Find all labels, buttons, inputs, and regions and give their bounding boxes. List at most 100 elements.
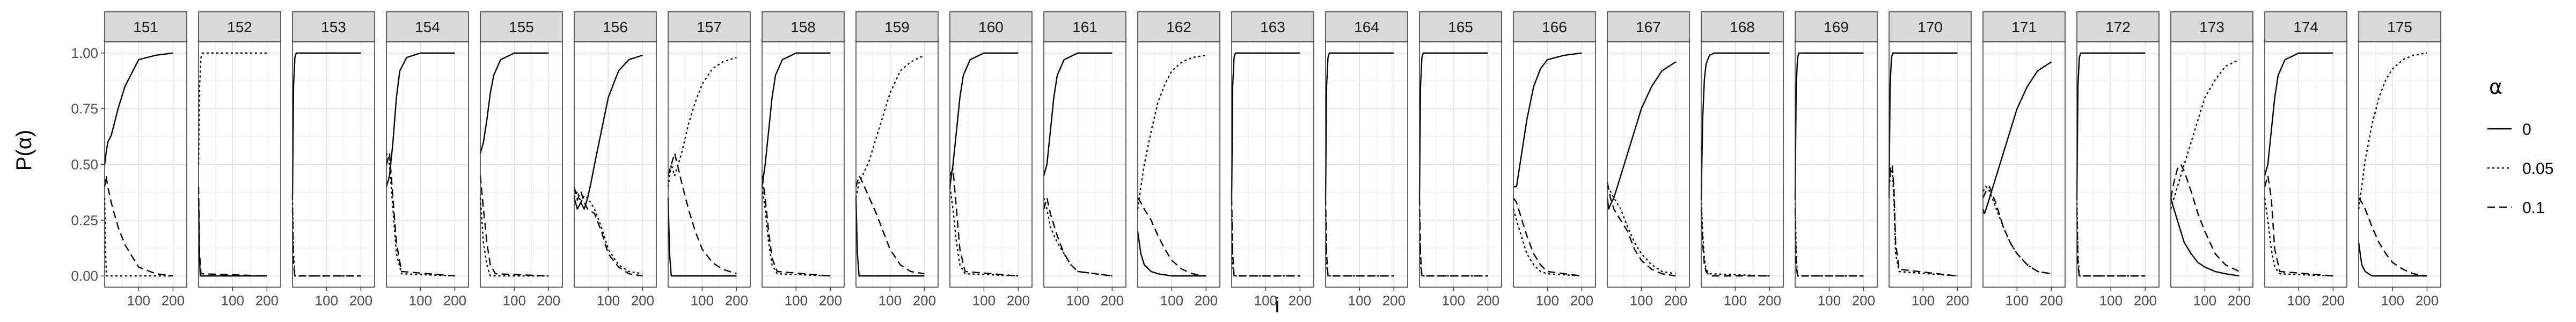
series-line-alpha-0.1 — [667, 152, 737, 275]
panel-border — [386, 41, 469, 288]
panel-border — [2358, 41, 2441, 288]
facet-strip-label: 160 — [978, 19, 1004, 35]
facet-strip-label: 175 — [2387, 19, 2412, 35]
y-tick-label: 0.50 — [71, 157, 98, 173]
facet-strip-label: 152 — [227, 19, 252, 35]
facet-strip-label: 174 — [2293, 19, 2318, 35]
panel-border — [1607, 41, 1690, 288]
series-line-alpha-0.05 — [385, 153, 455, 277]
facet-strip — [386, 11, 469, 42]
facet-strip-label: 162 — [1166, 19, 1191, 35]
x-tick-label: 100 — [315, 292, 338, 309]
series-line-alpha-0 — [385, 52, 455, 187]
facet-strip-label: 157 — [697, 19, 722, 35]
series-line-alpha-0.1 — [1700, 209, 1770, 277]
facet-strip — [2264, 11, 2347, 42]
facet-panel-163: 163 100 200 — [1231, 11, 1314, 309]
legend-label: 0.05 — [2522, 160, 2553, 178]
legend: α 0 0.05 0.1 — [2487, 75, 2553, 217]
series-line-alpha-0 — [291, 52, 361, 198]
x-tick-label: 200 — [1758, 292, 1781, 309]
legend-label: 0.1 — [2522, 199, 2545, 217]
x-tick-label: 100 — [409, 292, 432, 309]
x-tick-label: 200 — [2416, 292, 2439, 309]
facet-strip-label: 166 — [1542, 19, 1567, 35]
facet-strip — [2076, 11, 2160, 42]
x-tick-label: 100 — [1630, 292, 1653, 309]
facet-strip — [2170, 11, 2253, 42]
x-tick-label: 200 — [2228, 292, 2251, 309]
facet-strip — [1325, 11, 1408, 42]
x-tick-label: 200 — [819, 292, 842, 309]
facet-strip-label: 158 — [791, 19, 816, 35]
facet-panel-174: 174 100 200 — [2264, 11, 2347, 309]
series-line-alpha-0 — [1231, 52, 1300, 198]
panel-border — [949, 41, 1033, 288]
x-tick-label: 200 — [1101, 292, 1124, 309]
facet-strip — [1513, 11, 1596, 42]
x-tick-label: 200 — [631, 292, 654, 309]
x-tick-label: 100 — [1818, 292, 1841, 309]
x-tick-label: 200 — [255, 292, 279, 309]
y-tick-label: 0.25 — [71, 212, 98, 228]
facet-strip — [198, 11, 281, 42]
series-line-alpha-0.1 — [104, 175, 173, 277]
facet-panel-158: 158 100 200 — [761, 11, 845, 309]
series-line-alpha-0.1 — [197, 186, 267, 277]
x-tick-label: 200 — [1852, 292, 1875, 309]
x-tick-label: 200 — [1476, 292, 1499, 309]
facet-strip — [480, 11, 563, 42]
x-tick-label: 200 — [913, 292, 936, 309]
panel-border — [762, 41, 845, 288]
panel-border — [2076, 41, 2160, 288]
series-line-alpha-0 — [2264, 52, 2333, 176]
x-tick-label: 100 — [1724, 292, 1747, 309]
panel-border — [1513, 41, 1596, 288]
series-line-alpha-0.1 — [1231, 197, 1300, 277]
facet-panel-172: 172 100 200 — [2076, 11, 2160, 309]
legend-label: 0 — [2522, 121, 2531, 138]
y-axis-title: P(α) — [12, 130, 36, 171]
legend-entry-0.1: 0.1 — [2487, 199, 2545, 217]
facet-strip-label: 156 — [603, 19, 628, 35]
series-line-alpha-0 — [1982, 61, 2052, 215]
facet-strip-label: 153 — [321, 19, 346, 35]
facet-panel-153: 153 100 200 — [291, 11, 375, 309]
series-line-alpha-0.1 — [2076, 209, 2146, 277]
series-line-alpha-0 — [1794, 52, 1864, 198]
series-line-alpha-0 — [479, 52, 549, 154]
facet-panel-165: 165 100 200 — [1418, 11, 1502, 309]
series-line-alpha-0.1 — [1794, 209, 1864, 277]
facet-strip-label: 172 — [2105, 19, 2131, 35]
y-tick-label: 0.00 — [71, 268, 98, 284]
facet-panel-164: 164 100 200 — [1324, 11, 1408, 309]
x-tick-label: 100 — [2099, 292, 2123, 309]
panel-border — [1795, 41, 1878, 288]
x-tick-label: 200 — [1664, 292, 1687, 309]
x-tick-label: 100 — [1066, 292, 1089, 309]
series-line-alpha-0.1 — [479, 175, 549, 277]
facet-panel-171: 171 100 200 — [1982, 11, 2066, 309]
x-tick-label: 100 — [2381, 292, 2404, 309]
x-tick-label: 100 — [1536, 292, 1559, 309]
panel-border — [1889, 41, 1972, 288]
facet-strip — [1795, 11, 1878, 42]
x-axis-title: i — [1275, 294, 1280, 317]
series-line-alpha-0.05 — [2264, 197, 2333, 277]
panel-border — [1231, 41, 1314, 288]
panel-border — [198, 41, 281, 288]
panel-border — [855, 41, 939, 288]
facet-strip — [762, 11, 845, 42]
series-line-alpha-0.05 — [1043, 197, 1113, 277]
facet-strip-label: 155 — [509, 19, 534, 35]
facet-panel-155: 155 100 200 — [479, 11, 563, 309]
series-line-alpha-0.05 — [2358, 52, 2427, 209]
facet-strip-label: 163 — [1260, 19, 1285, 35]
series-line-alpha-0.05 — [1607, 186, 1676, 275]
facet-panel-162: 162 100 200 — [1137, 11, 1220, 309]
x-tick-label: 200 — [349, 292, 372, 309]
series-line-alpha-0 — [949, 52, 1019, 187]
facet-strip-label: 165 — [1448, 19, 1473, 35]
x-tick-label: 100 — [1442, 292, 1465, 309]
